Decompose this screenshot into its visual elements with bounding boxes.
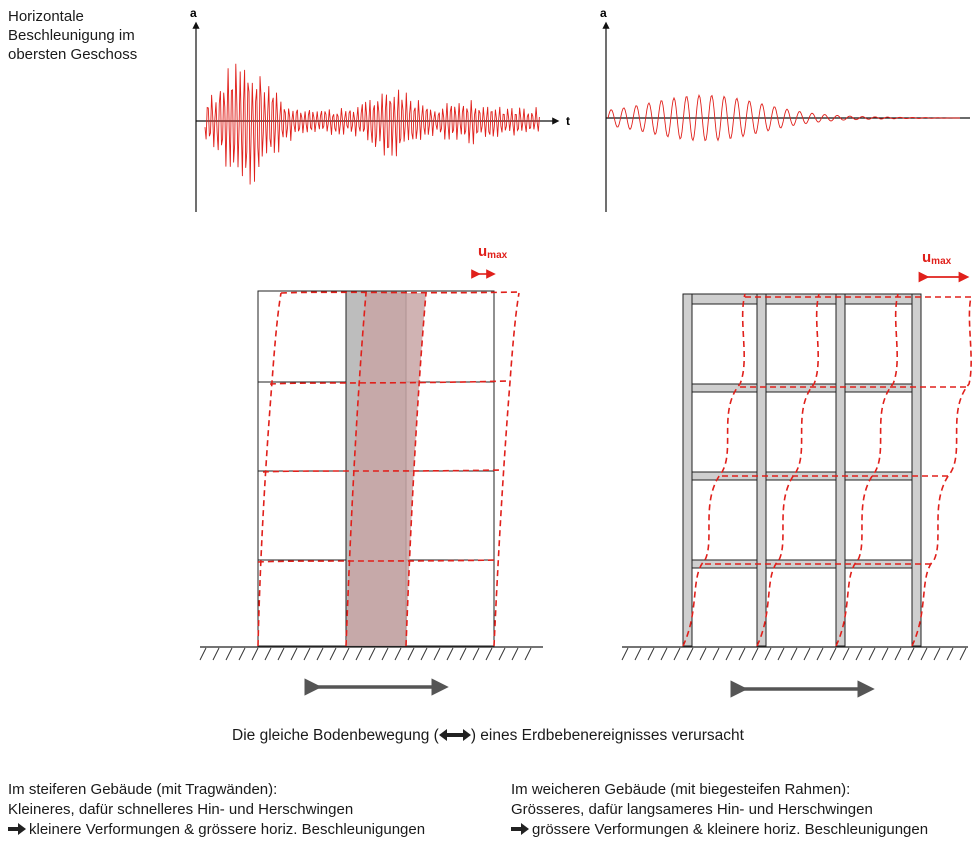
ground-hatch — [394, 647, 402, 661]
ground-hatch — [212, 647, 220, 661]
ground-hatch — [907, 647, 915, 661]
ground-hatch — [225, 647, 233, 661]
y-axis-label: a — [190, 6, 197, 20]
flexible-acceleration-signal — [607, 94, 960, 142]
ground-hatch — [524, 647, 532, 661]
ground-hatch — [264, 647, 272, 661]
ground-hatch — [303, 647, 311, 661]
stiff-deformed-shape — [257, 291, 520, 647]
ground-hatch — [920, 647, 928, 661]
ground-hatch — [673, 647, 681, 661]
ground-hatch — [725, 647, 733, 661]
acceleration-label: Horizontale Beschleunigung im obersten G… — [8, 8, 138, 63]
ground-hatch — [751, 647, 759, 661]
ground-hatch — [803, 647, 811, 661]
stiff-building-description: Im steiferen Gebäude (mit Tragwänden): K… — [8, 781, 426, 838]
stiff-acceleration-plot: a t — [190, 6, 570, 212]
flexible-deformed-shape — [682, 293, 972, 647]
ground-hatch — [816, 647, 824, 661]
double-arrow-icon — [438, 729, 471, 741]
ground-hatch — [420, 647, 428, 661]
ground-hatch — [842, 647, 850, 661]
ground-hatch — [855, 647, 863, 661]
ground-hatch — [764, 647, 772, 661]
ground-hatch — [381, 647, 389, 661]
ground-hatch — [498, 647, 506, 661]
ground-hatch — [251, 647, 259, 661]
ground-hatch — [316, 647, 324, 661]
umax-label: umax — [478, 243, 508, 261]
ground-hatch — [472, 647, 480, 661]
ground-hatch — [959, 647, 967, 661]
caption: Die gleiche Bodenbewegung () eines Erdbe… — [232, 727, 744, 744]
deformed-shear-wall — [346, 293, 426, 646]
umax-label: umax — [922, 249, 952, 267]
ground-hatch — [355, 647, 363, 661]
ground-hatch — [712, 647, 720, 661]
ground — [199, 646, 543, 661]
ground-hatch — [881, 647, 889, 661]
stiff-acceleration-signal — [204, 63, 540, 185]
ground-hatch — [342, 647, 350, 661]
ground — [621, 646, 968, 661]
ground-hatch — [738, 647, 746, 661]
arrow-right-icon — [8, 823, 26, 835]
ground-hatch — [621, 647, 629, 661]
ground-hatch — [868, 647, 876, 661]
ground-hatch — [290, 647, 298, 661]
ground-hatch — [933, 647, 941, 661]
y-axis-label: a — [600, 6, 607, 20]
ground-hatch — [407, 647, 415, 661]
ground-hatch — [238, 647, 246, 661]
flexible-building: umax — [621, 249, 972, 698]
x-axis-label: t — [566, 114, 570, 128]
flexible-acceleration-plot: a — [600, 6, 970, 212]
ground-hatch — [946, 647, 954, 661]
ground-hatch — [433, 647, 441, 661]
ground-hatch — [459, 647, 467, 661]
ground-hatch — [511, 647, 519, 661]
ground-hatch — [634, 647, 642, 661]
ground-hatch — [485, 647, 493, 661]
ground-hatch — [368, 647, 376, 661]
ground-hatch — [777, 647, 785, 661]
flexible-building-description: Im weicheren Gebäude (mit biegesteifen R… — [511, 781, 929, 838]
ground-hatch — [329, 647, 337, 661]
arrow-right-icon — [511, 823, 529, 835]
ground-hatch — [199, 647, 207, 661]
stiff-building: umax — [199, 243, 543, 696]
ground-hatch — [277, 647, 285, 661]
ground-hatch — [790, 647, 798, 661]
ground-hatch — [446, 647, 454, 661]
frame-structure — [682, 293, 922, 647]
ground-hatch — [660, 647, 668, 661]
ground-hatch — [686, 647, 694, 661]
ground-hatch — [829, 647, 837, 661]
ground-hatch — [894, 647, 902, 661]
ground-hatch — [647, 647, 655, 661]
ground-hatch — [699, 647, 707, 661]
